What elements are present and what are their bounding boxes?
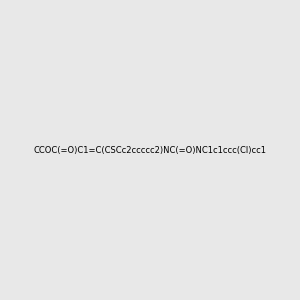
Text: CCOC(=O)C1=C(CSCc2ccccc2)NC(=O)NC1c1ccc(Cl)cc1: CCOC(=O)C1=C(CSCc2ccccc2)NC(=O)NC1c1ccc(… [34,146,266,154]
